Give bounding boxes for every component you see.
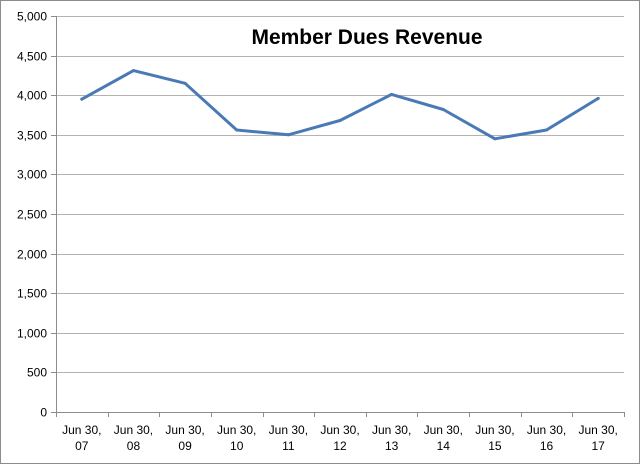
x-tick-label: Jun 30, 15 bbox=[475, 423, 514, 453]
x-tick-label: Jun 30, 16 bbox=[527, 423, 566, 453]
x-tick-label: Jun 30, 14 bbox=[424, 423, 463, 453]
data-point bbox=[286, 133, 290, 137]
y-tick-label: 0 bbox=[40, 406, 47, 420]
y-tick-label: 2,000 bbox=[17, 248, 47, 262]
y-tick-label: 4,500 bbox=[17, 50, 47, 64]
y-tick-label: 1,000 bbox=[17, 327, 47, 341]
y-tick-label: 1,500 bbox=[17, 287, 47, 301]
data-point bbox=[441, 107, 445, 111]
x-tick-labels: Jun 30, 07 Jun 30, 08 Jun 30, 09 Jun 30, 10 Jun … bbox=[62, 423, 618, 453]
y-tick-label: 3,000 bbox=[17, 168, 47, 182]
data-point bbox=[545, 128, 549, 132]
y-tick-label: 5,000 bbox=[17, 10, 47, 24]
data-point bbox=[131, 69, 135, 73]
x-tick-label: Jun 30, 12 bbox=[320, 423, 359, 453]
x-tick-label: Jun 30, 08 bbox=[114, 423, 153, 453]
gridlines bbox=[56, 16, 624, 373]
data-point bbox=[235, 128, 239, 132]
data-point bbox=[596, 96, 600, 100]
axes bbox=[51, 16, 625, 417]
data-point bbox=[338, 119, 342, 123]
series-line bbox=[80, 69, 600, 141]
x-tick-label: Jun 30, 10 bbox=[217, 423, 256, 453]
data-point bbox=[390, 92, 394, 96]
data-point bbox=[183, 81, 187, 85]
y-tick-label: 4,000 bbox=[17, 89, 47, 103]
x-tick-label: Jun 30, 11 bbox=[269, 423, 308, 453]
y-tick-label: 3,500 bbox=[17, 129, 47, 143]
x-tick-label: Jun 30, 07 bbox=[62, 423, 101, 453]
series-group bbox=[80, 69, 600, 141]
x-tick-label: Jun 30, 17 bbox=[578, 423, 617, 453]
y-tick-label: 500 bbox=[27, 366, 47, 380]
y-tick-label: 2,500 bbox=[17, 208, 47, 222]
data-point bbox=[80, 97, 84, 101]
data-point bbox=[493, 137, 497, 141]
y-tick-labels: 0 500 1,000 1,500 2,000 2,500 3,000 3,500 4,000 4… bbox=[17, 10, 47, 420]
chart-title: Member Dues Revenue bbox=[251, 26, 482, 49]
x-tick-label: Jun 30, 13 bbox=[372, 423, 411, 453]
x-tick-label: Jun 30, 09 bbox=[165, 423, 204, 453]
